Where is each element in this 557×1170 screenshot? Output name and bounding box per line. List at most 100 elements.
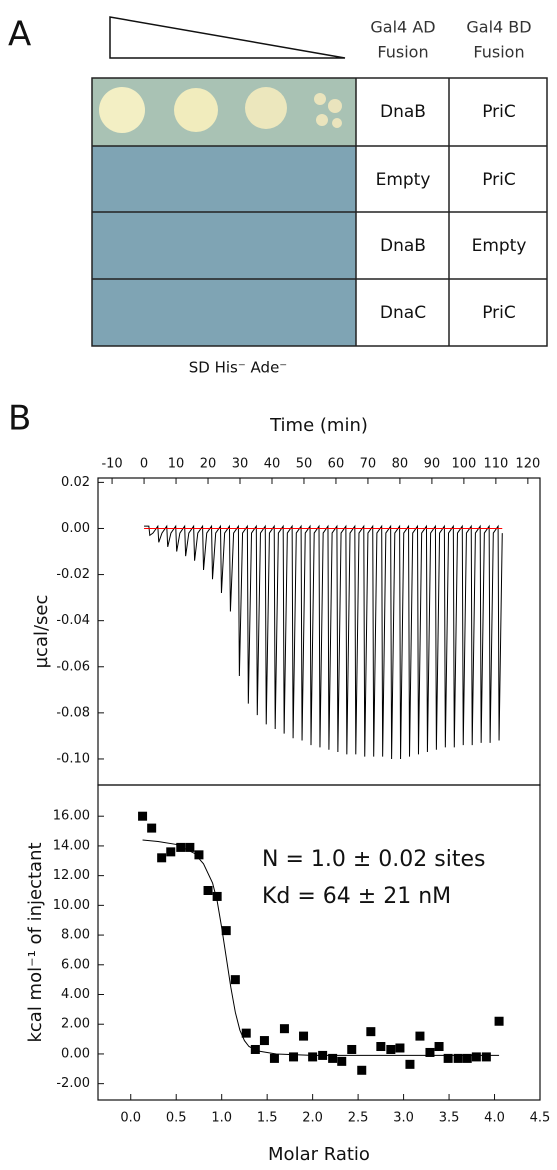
data-point xyxy=(425,1047,435,1057)
x-tick-label: 0.0 xyxy=(120,1111,141,1126)
data-point xyxy=(138,811,148,821)
y-tick-label: -0.02 xyxy=(56,567,90,582)
gradient-triangle xyxy=(109,16,346,59)
x-tick-label: 10 xyxy=(168,457,185,472)
table-cell: DnaB xyxy=(380,102,426,122)
data-point xyxy=(376,1042,386,1052)
table-cell: Empty xyxy=(472,236,527,256)
table-grid xyxy=(91,77,548,347)
data-point xyxy=(434,1042,444,1052)
y-tick-label: 12.00 xyxy=(53,868,90,883)
y-tick-label: -0.04 xyxy=(56,613,90,628)
data-point xyxy=(241,1028,251,1038)
x-tick-label: 50 xyxy=(296,457,313,472)
y-axis-label: µcal/sec xyxy=(31,595,52,669)
y-tick-label: 0.00 xyxy=(61,521,90,536)
data-point xyxy=(279,1024,289,1034)
data-point xyxy=(259,1036,269,1046)
data-point xyxy=(415,1031,425,1041)
x-tick-label: 2.0 xyxy=(302,1111,323,1126)
y-tick-label: 0.02 xyxy=(61,475,90,490)
data-point xyxy=(328,1053,338,1063)
table-cell: Empty xyxy=(376,170,431,190)
data-point xyxy=(269,1053,279,1063)
data-point xyxy=(194,850,204,860)
data-point xyxy=(395,1043,405,1053)
data-point xyxy=(337,1056,347,1066)
data-point xyxy=(299,1031,309,1041)
data-point xyxy=(230,975,240,985)
y-tick-label: 14.00 xyxy=(53,838,90,853)
header: Fusion xyxy=(473,43,524,62)
y-tick-label: 2.00 xyxy=(61,1017,90,1032)
caption: SD His⁻ Ade⁻ xyxy=(189,359,287,377)
x-axis-label: Molar Ratio xyxy=(268,1144,370,1165)
data-point xyxy=(157,853,167,863)
x-tick-label: 70 xyxy=(360,457,377,472)
data-point xyxy=(494,1016,504,1026)
x-tick-label: 60 xyxy=(328,457,345,472)
x-axis-label: Time (min) xyxy=(269,415,368,436)
x-tick-label: 4.5 xyxy=(530,1111,551,1126)
panel-label: B xyxy=(8,399,31,439)
data-point xyxy=(203,885,213,895)
x-tick-label: 4.0 xyxy=(484,1111,505,1126)
annotation: N = 1.0 ± 0.02 sites xyxy=(262,847,485,872)
y-tick-label: -0.08 xyxy=(56,705,90,720)
annotation: Kd = 64 ± 21 nM xyxy=(262,884,451,909)
data-point xyxy=(462,1053,472,1063)
y-axis-label: kcal mol⁻¹ of injectant xyxy=(25,842,46,1042)
y-tick-label: 16.00 xyxy=(53,809,90,824)
data-point xyxy=(176,842,186,852)
panel-label: A xyxy=(8,15,31,55)
x-tick-label: 3.0 xyxy=(393,1111,414,1126)
x-tick-label: 40 xyxy=(264,457,281,472)
table-cell: DnaB xyxy=(380,236,426,256)
data-point xyxy=(471,1052,481,1062)
data-point xyxy=(147,823,157,833)
y-tick-label: -2.00 xyxy=(56,1076,90,1091)
x-tick-label: 30 xyxy=(232,457,249,472)
data-point xyxy=(185,842,195,852)
x-tick-label: 110 xyxy=(483,457,508,472)
data-point xyxy=(347,1044,357,1054)
data-point xyxy=(481,1052,491,1062)
x-tick-label: 80 xyxy=(392,457,409,472)
data-point xyxy=(405,1059,415,1069)
data-point xyxy=(453,1053,463,1063)
x-tick-label: -10 xyxy=(101,457,122,472)
data-point xyxy=(366,1027,376,1037)
x-tick-label: 1.0 xyxy=(211,1111,232,1126)
header: Gal4 AD xyxy=(370,18,435,37)
data-line xyxy=(144,524,503,759)
x-tick-label: 20 xyxy=(200,457,217,472)
table-cell: PriC xyxy=(482,170,516,190)
data-point xyxy=(308,1052,318,1062)
y-tick-label: 4.00 xyxy=(61,987,90,1002)
data-line xyxy=(142,839,500,1056)
header: Fusion xyxy=(377,43,428,62)
y-tick-label: 10.00 xyxy=(53,898,90,913)
x-tick-label: 90 xyxy=(424,457,441,472)
y-tick-label: 8.00 xyxy=(61,928,90,943)
x-tick-label: 1.5 xyxy=(257,1111,278,1126)
data-point xyxy=(386,1044,396,1054)
data-point xyxy=(289,1052,299,1062)
x-tick-label: 0 xyxy=(140,457,148,472)
y-tick-label: -0.06 xyxy=(56,659,90,674)
table-cell: PriC xyxy=(482,303,516,323)
x-tick-label: 120 xyxy=(515,457,540,472)
x-tick-label: 3.5 xyxy=(439,1111,460,1126)
table-cell: DnaC xyxy=(380,303,426,323)
plate xyxy=(92,78,356,346)
y-tick-label: 0.00 xyxy=(61,1046,90,1061)
data-point xyxy=(212,891,222,901)
plot-frame xyxy=(97,784,541,1101)
y-tick-label: 6.00 xyxy=(61,957,90,972)
header: Gal4 BD xyxy=(466,18,531,37)
y-tick-label: -0.10 xyxy=(56,751,90,766)
data-point xyxy=(443,1053,453,1063)
x-tick-label: 0.5 xyxy=(166,1111,187,1126)
x-tick-label: 100 xyxy=(451,457,476,472)
